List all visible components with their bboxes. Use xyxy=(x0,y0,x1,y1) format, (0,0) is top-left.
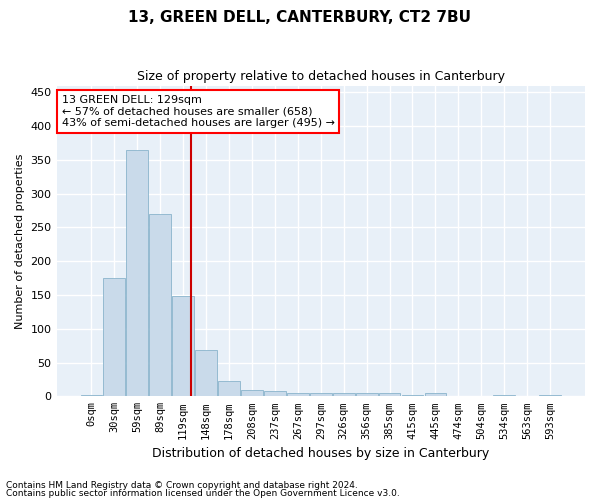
X-axis label: Distribution of detached houses by size in Canterbury: Distribution of detached houses by size … xyxy=(152,447,490,460)
Y-axis label: Number of detached properties: Number of detached properties xyxy=(15,153,25,328)
Bar xyxy=(333,393,355,396)
Bar xyxy=(80,395,103,396)
Bar xyxy=(379,393,400,396)
Bar xyxy=(287,393,309,396)
Bar xyxy=(103,278,125,396)
Text: Contains public sector information licensed under the Open Government Licence v3: Contains public sector information licen… xyxy=(6,489,400,498)
Text: 13 GREEN DELL: 129sqm
← 57% of detached houses are smaller (658)
43% of semi-det: 13 GREEN DELL: 129sqm ← 57% of detached … xyxy=(62,95,335,128)
Text: 13, GREEN DELL, CANTERBURY, CT2 7BU: 13, GREEN DELL, CANTERBURY, CT2 7BU xyxy=(128,10,472,25)
Bar xyxy=(172,296,194,396)
Bar xyxy=(356,393,377,396)
Bar xyxy=(401,395,424,396)
Bar xyxy=(127,150,148,396)
Title: Size of property relative to detached houses in Canterbury: Size of property relative to detached ho… xyxy=(137,70,505,83)
Bar xyxy=(241,390,263,396)
Bar xyxy=(195,350,217,397)
Bar xyxy=(493,395,515,396)
Bar xyxy=(539,395,561,396)
Bar xyxy=(425,393,446,396)
Bar xyxy=(310,393,332,396)
Text: Contains HM Land Registry data © Crown copyright and database right 2024.: Contains HM Land Registry data © Crown c… xyxy=(6,480,358,490)
Bar xyxy=(149,214,171,396)
Bar xyxy=(218,382,240,396)
Bar xyxy=(264,391,286,396)
